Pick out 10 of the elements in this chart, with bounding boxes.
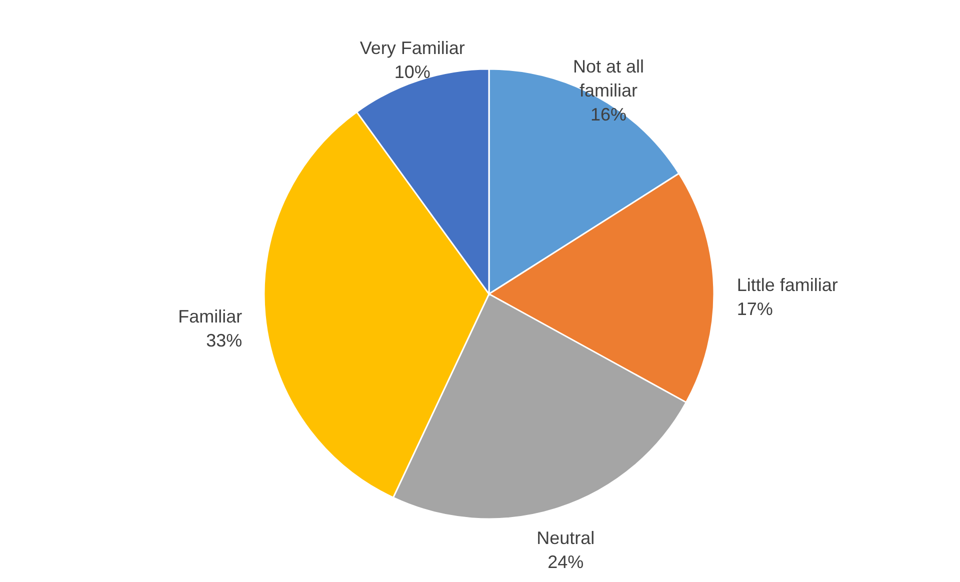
slice-label: Little familiar [736,275,838,296]
slice-label: Familiar [178,306,242,326]
data-label: 24% [548,552,584,572]
data-label: 10% [394,62,430,82]
slice-label: Not at all familiar [572,56,644,101]
data-label: 17% [736,299,773,320]
slice-label: Very Familiar [360,38,465,58]
data-label: 33% [206,330,242,350]
slice-label: Neutral [536,528,595,548]
data-label: 16% [590,104,626,125]
